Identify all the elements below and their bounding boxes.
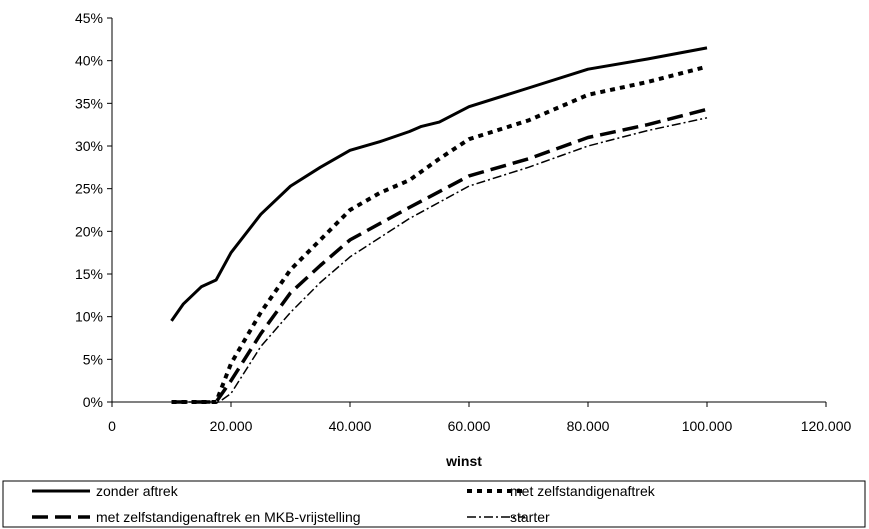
x-tick-label: 60.000	[448, 418, 491, 434]
legend-label: zonder aftrek	[96, 483, 179, 499]
x-axis-title: winst	[445, 453, 482, 469]
series-line-zonder-aftrek	[170, 46, 708, 322]
y-tick-label: 5%	[83, 351, 103, 367]
legend-label: met zelfstandigenaftrek	[510, 483, 656, 499]
y-tick-label: 35%	[75, 95, 103, 111]
legend-label: met zelfstandigenaftrek en MKB-vrijstell…	[96, 509, 361, 525]
x-tick-label: 40.000	[329, 418, 372, 434]
series-line-starter	[171, 117, 708, 403]
legend-box	[2, 480, 866, 528]
series-layer	[170, 46, 708, 404]
y-tick-label: 30%	[75, 138, 103, 154]
x-tick-label: 100.000	[682, 418, 733, 434]
y-tick-label: 20%	[75, 223, 103, 239]
series-line-met-zelfstandigenaftrek-en-mkb-vrijstelling	[171, 107, 708, 404]
y-tick-label: 0%	[83, 394, 103, 410]
x-tick-label: 0	[108, 418, 116, 434]
legend: zonder aftrek met zelfstandigenaftrek met …	[2, 480, 866, 528]
y-tick-label: 45%	[75, 10, 103, 26]
y-tick-label: 15%	[75, 266, 103, 282]
x-tick-label: 80.000	[567, 418, 610, 434]
x-tick-label: 120.000	[801, 418, 852, 434]
series-line-met-zelfstandigenaftrek	[171, 64, 708, 404]
y-tick-label: 40%	[75, 53, 103, 69]
x-tick-label: 20.000	[210, 418, 253, 434]
y-tick-label: 25%	[75, 181, 103, 197]
legend-label: starter	[510, 509, 550, 525]
axes: 0% 5% 10% 15% 20% 25% 30% 35% 40% 45% 0 20.000 40.00…	[75, 10, 852, 434]
y-tick-label: 10%	[75, 309, 103, 325]
